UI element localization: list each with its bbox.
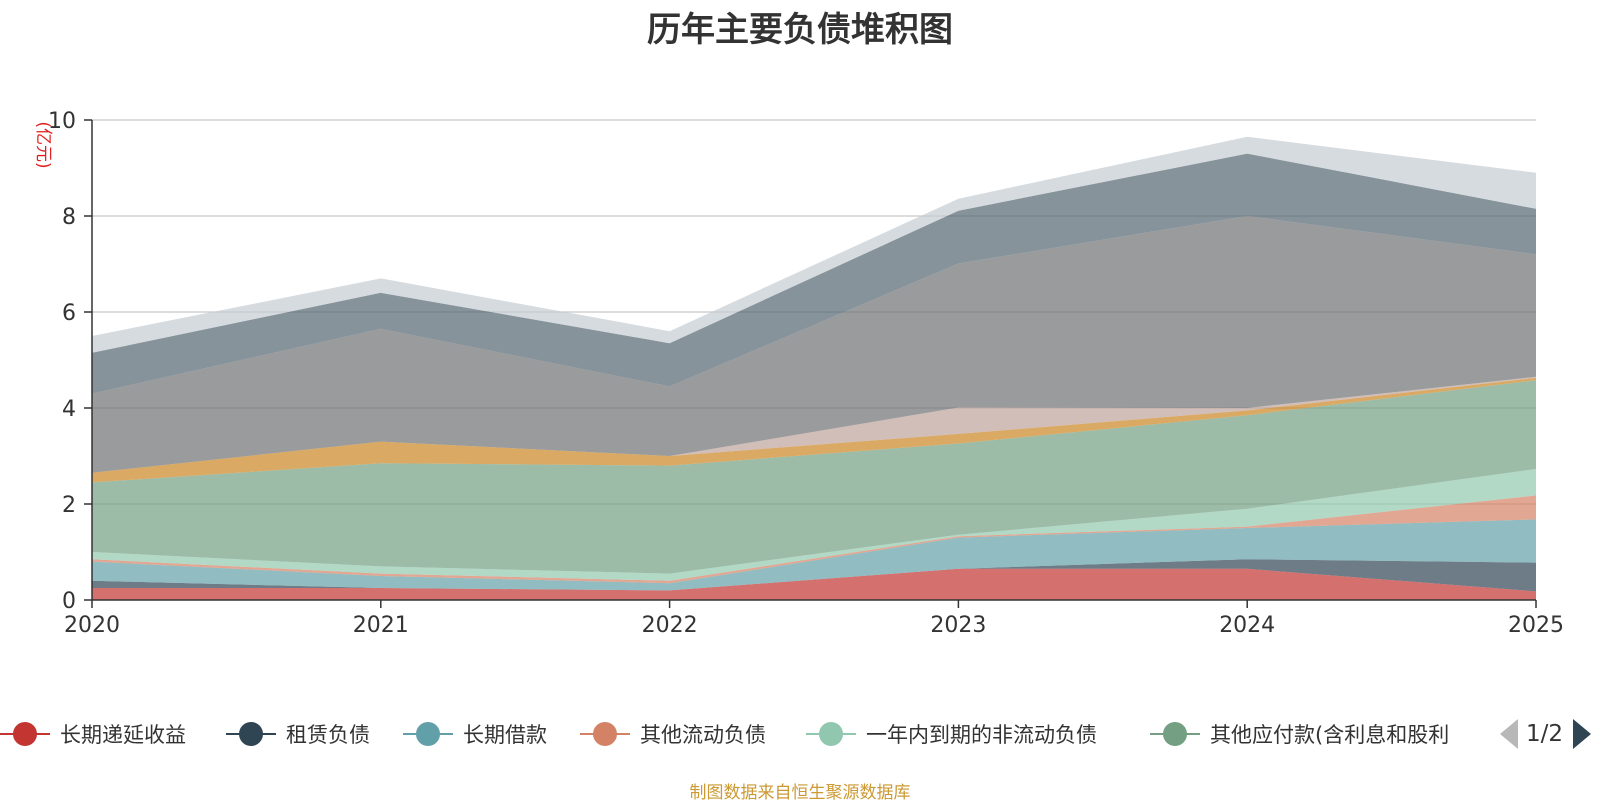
axis-layer: 0 2 4 6 8 10 2020 2021 2022 2023 2024 2025 (亿元)	[33, 109, 1564, 638]
y-axis-label: (亿元)	[33, 121, 53, 168]
chart-title: 历年主要负债堆积图	[647, 10, 953, 50]
y-tick-label: 2	[62, 493, 76, 518]
legend-label: 长期借款	[463, 723, 547, 747]
source-note: 制图数据来自恒生聚源数据库	[689, 783, 911, 803]
series-area-5	[92, 380, 1536, 574]
series-area-10	[92, 136, 1536, 353]
legend-swatch-icon	[226, 719, 276, 749]
series-area-8	[92, 216, 1536, 473]
legend-swatch-icon	[580, 719, 630, 749]
area-layer	[92, 136, 1536, 600]
legend-pager: 1/2	[1500, 712, 1600, 756]
legend-item[interactable]: 长期借款	[403, 712, 547, 756]
y-tick-label: 10	[48, 109, 76, 134]
legend-prev-page-icon[interactable]	[1500, 719, 1518, 749]
series-area-0	[92, 568, 1536, 600]
series-area-9	[92, 153, 1536, 394]
legend-page-indicator: 1/2	[1526, 721, 1564, 747]
legend-swatch-icon	[806, 719, 856, 749]
legend-item[interactable]: 长期递延收益	[0, 712, 186, 756]
legend-item[interactable]: 租赁负债	[226, 712, 370, 756]
series-area-6	[92, 377, 1536, 483]
y-tick-label: 4	[62, 397, 76, 422]
legend-item[interactable]: 其他流动负债	[580, 712, 766, 756]
legend: 长期递延收益 租赁负债 长期借款 其他流动负债 一年内到期的非流动负债 其他应付款(含利息…	[0, 712, 1600, 756]
series-area-2	[92, 519, 1536, 591]
x-tick-label: 2021	[353, 613, 409, 638]
y-tick-label: 6	[62, 301, 76, 326]
x-tick-label: 2023	[930, 613, 986, 638]
legend-label: 其他应付款(含利息和股利	[1210, 723, 1450, 747]
y-tick-label: 0	[62, 589, 76, 614]
legend-swatch-icon	[0, 719, 50, 749]
series-area-4	[92, 469, 1536, 581]
legend-item[interactable]: 其他应付款(含利息和股利	[1150, 712, 1449, 756]
x-tick-label: 2020	[64, 613, 120, 638]
series-area-1	[92, 559, 1536, 592]
y-tick-label: 8	[62, 205, 76, 230]
x-tick-label: 2024	[1219, 613, 1275, 638]
x-tick-label: 2022	[642, 613, 698, 638]
x-tick-label: 2025	[1508, 613, 1564, 638]
legend-swatch-icon	[403, 719, 453, 749]
legend-label: 其他流动负债	[640, 723, 766, 747]
legend-label: 长期递延收益	[60, 723, 186, 747]
legend-item[interactable]: 一年内到期的非流动负债	[806, 712, 1097, 756]
legend-swatch-icon	[1150, 719, 1200, 749]
legend-label: 一年内到期的非流动负债	[866, 723, 1097, 747]
legend-next-page-icon[interactable]	[1573, 719, 1592, 749]
legend-label: 租赁负债	[286, 723, 370, 747]
